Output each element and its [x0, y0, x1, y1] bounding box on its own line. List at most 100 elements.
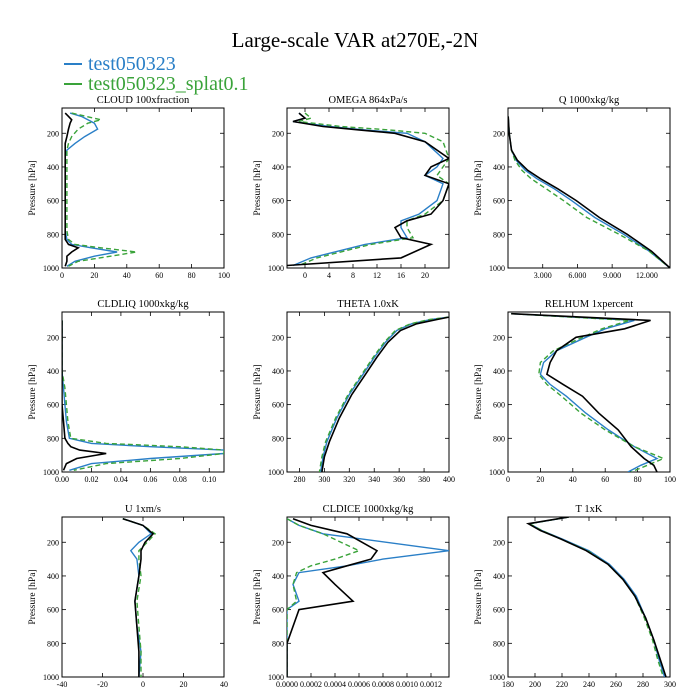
y-tick-label: 200 — [493, 538, 505, 547]
series-line-3 — [287, 517, 379, 677]
y-axis-label: Pressure [hPa] — [28, 364, 38, 419]
series-line-3 — [287, 112, 449, 267]
y-tick-label: 200 — [493, 333, 505, 342]
x-tick-label: 0.02 — [84, 475, 98, 484]
legend-label-series-2: test050323_splat0.1 — [88, 73, 249, 95]
x-tick-label: 0 — [303, 271, 307, 280]
x-tick-label: 0.06 — [143, 475, 157, 484]
panel-7: U 1xm/s 200 400 600 800 1000-40 -20 0 20 40 Pressu… — [28, 504, 228, 689]
series-line-2 — [62, 320, 224, 471]
x-tick-label: 0 — [141, 680, 145, 689]
x-tick-label: 0 — [60, 271, 64, 280]
plot-frame — [286, 516, 450, 678]
series-line-2 — [318, 316, 449, 472]
series-line-1 — [319, 316, 449, 472]
y-tick-label: 600 — [493, 197, 505, 206]
plot-frame — [61, 516, 225, 678]
panel-2: OMEGA 864xPa/s 200 400 600 800 1000 0 4 8 12 16 20 P… — [253, 95, 450, 280]
panel-title: T 1xK — [576, 504, 603, 515]
y-axis-label: Pressure [hPa] — [28, 160, 38, 215]
series-line-3 — [62, 320, 107, 471]
series-line-3 — [511, 312, 658, 472]
y-tick-label: 600 — [493, 606, 505, 615]
x-tick-label: 60 — [155, 271, 163, 280]
x-tick-label: 380 — [418, 475, 430, 484]
y-tick-label: 1000 — [268, 264, 284, 273]
series-line-2 — [298, 112, 449, 267]
panel-title: CLOUD 100xfraction — [97, 95, 190, 106]
x-tick-label: 220 — [556, 680, 568, 689]
series-line-2 — [287, 518, 361, 677]
y-tick-label: 400 — [493, 367, 505, 376]
y-tick-label: 800 — [47, 639, 59, 648]
y-tick-label: 200 — [272, 129, 284, 138]
y-tick-label: 400 — [47, 163, 59, 172]
series-line-2 — [122, 518, 157, 677]
y-axis-label: Pressure [hPa] — [253, 569, 263, 624]
series-line-2 — [511, 313, 666, 472]
x-tick-label: 320 — [343, 475, 355, 484]
x-tick-label: 4 — [327, 271, 331, 280]
x-tick-label: 0.04 — [114, 475, 128, 484]
y-axis-label: Pressure [hPa] — [253, 160, 263, 215]
y-axis-label: Pressure [hPa] — [474, 364, 484, 419]
x-tick-label: 40 — [220, 680, 228, 689]
x-tick-label: 180 — [502, 680, 514, 689]
y-axis-label: Pressure [hPa] — [474, 569, 484, 624]
panel-title: U 1xm/s — [125, 504, 161, 515]
x-tick-label: 360 — [393, 475, 405, 484]
x-tick-label: 0.10 — [202, 475, 216, 484]
y-tick-label: 400 — [493, 572, 505, 581]
y-tick-label: 800 — [493, 639, 505, 648]
plot-frame — [507, 107, 671, 269]
x-tick-label: 100 — [218, 271, 230, 280]
series-line-3 — [525, 517, 667, 677]
series-line-2 — [527, 517, 664, 677]
y-tick-label: 400 — [493, 163, 505, 172]
y-tick-label: 800 — [47, 434, 59, 443]
y-axis-label: Pressure [hPa] — [28, 569, 38, 624]
x-tick-label: 8 — [351, 271, 355, 280]
y-tick-label: 600 — [47, 401, 59, 410]
series-line-3 — [64, 112, 81, 267]
panel-title: CLDICE 1000xkg/kg — [323, 504, 414, 515]
x-tick-label: 40 — [569, 475, 577, 484]
x-tick-label: 40 — [123, 271, 131, 280]
series-line-3 — [508, 116, 670, 268]
y-tick-label: 600 — [47, 197, 59, 206]
series-line-3 — [122, 517, 155, 677]
y-tick-label: 400 — [272, 163, 284, 172]
x-tick-label: 0.08 — [173, 475, 187, 484]
y-tick-label: 400 — [47, 367, 59, 376]
x-tick-label: 20 — [180, 680, 188, 689]
y-tick-label: 600 — [493, 401, 505, 410]
series-line-2 — [66, 112, 137, 267]
panel-title: Q 1000xkg/kg — [559, 95, 620, 106]
y-tick-label: 800 — [272, 230, 284, 239]
series-line-1 — [62, 320, 224, 471]
series-line-3 — [321, 316, 449, 472]
y-tick-label: 600 — [47, 606, 59, 615]
panel-5: THETA 1.0xK 200 400 600 800 1000 280 300 320 340 3… — [253, 299, 455, 484]
x-tick-label: 20 — [90, 271, 98, 280]
panel-title: OMEGA 864xPa/s — [328, 95, 407, 106]
x-tick-label: 20 — [421, 271, 429, 280]
x-tick-label: 0.0000 — [276, 680, 298, 689]
x-tick-label: 0.0004 — [324, 680, 346, 689]
x-tick-label: 280 — [637, 680, 649, 689]
plot-frame — [507, 516, 671, 678]
y-tick-label: 200 — [47, 129, 59, 138]
y-tick-label: 1000 — [43, 468, 59, 477]
y-tick-label: 600 — [272, 606, 284, 615]
x-tick-label: 0.0012 — [420, 680, 442, 689]
x-tick-label: 3.000 — [534, 271, 552, 280]
y-tick-label: 400 — [272, 367, 284, 376]
series-line-1 — [527, 517, 666, 677]
x-tick-label: 6.000 — [568, 271, 586, 280]
y-tick-label: 600 — [272, 197, 284, 206]
